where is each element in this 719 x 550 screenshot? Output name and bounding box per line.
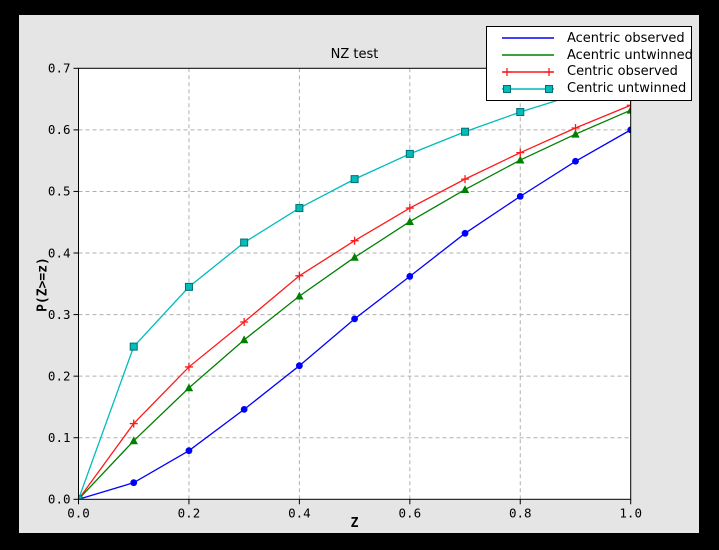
data-point-circle [295, 362, 303, 370]
figure: 0.0 0.2 0.4 0.6 0.8 1.0 0.0 0.1 0.2 0.3 0.4 0.5 0.6 0… [19, 15, 699, 533]
y-tick-label: 0.6 [48, 122, 71, 137]
y-tick-label: 0.1 [48, 430, 71, 445]
axes-frame [78, 67, 632, 500]
data-point-square [503, 84, 511, 93]
data-point-square [545, 84, 553, 93]
data-point-circle [572, 157, 579, 165]
plot-area [78, 68, 631, 500]
series-centric-untwinned [78, 74, 631, 500]
x-tick-label: 0.4 [288, 505, 311, 520]
data-point-square [129, 342, 138, 351]
y-tick-label: 0.4 [48, 245, 71, 260]
data-point-square [516, 108, 525, 117]
data-point-plus [405, 204, 414, 213]
data-point-triangle [516, 155, 525, 164]
legend-entry: Acentric observed [493, 30, 685, 47]
series-acentric-observed [78, 126, 631, 500]
data-point-square [461, 127, 470, 136]
tick-labels: 0.0 0.2 0.4 0.6 0.8 1.0 0.0 0.1 0.2 0.3 0.4 0.5 0.6 0… [48, 61, 642, 521]
data-point-triangle [571, 129, 580, 138]
data-point-plus [571, 124, 580, 133]
x-tick-label: 1.0 [619, 505, 642, 520]
data-point-circle [516, 192, 524, 200]
data-point-plus [516, 148, 525, 157]
data-point-plus [350, 236, 359, 245]
data-point-square [405, 149, 414, 158]
data-point-circle [130, 479, 138, 487]
data-point-square [240, 238, 249, 247]
data-point-triangle [460, 185, 470, 193]
data-point-plus [184, 362, 193, 371]
legend-line-sample [502, 54, 554, 56]
series-acentric-untwinned [78, 105, 631, 500]
axis-ticks [73, 67, 632, 505]
legend-entry-label: Acentric observed [567, 30, 685, 46]
y-tick-label: 0.0 [48, 492, 71, 507]
y-tick-label: 0.5 [48, 184, 71, 199]
data-point-triangle [350, 252, 359, 261]
y-tick-label: 0.7 [48, 61, 71, 76]
data-point-circle [461, 229, 469, 237]
legend-entry: Acentric untwinned [493, 47, 693, 64]
data-point-plus [240, 317, 249, 326]
data-point-plus [503, 67, 511, 76]
legend-entry-label: Centric untwinned [567, 81, 687, 97]
y-tick-label: 0.3 [48, 307, 71, 322]
data-point-triangle [129, 436, 138, 445]
data-point-triangle [295, 291, 304, 300]
legend-line-sample [502, 84, 554, 93]
data-point-square [184, 282, 193, 291]
data-point-plus [295, 271, 304, 280]
data-point-triangle [405, 217, 415, 226]
legend-line-sample [502, 67, 554, 76]
data-point-circle [351, 315, 358, 323]
data-point-triangle [626, 105, 631, 114]
x-tick-label: 0.8 [509, 505, 532, 520]
chart-title: NZ test [330, 47, 379, 62]
data-point-plus [461, 175, 470, 184]
x-axis-label: Z [350, 516, 359, 531]
data-point-square [350, 175, 359, 184]
y-axis-label: P(Z>=z) [35, 257, 51, 312]
data-point-triangle [239, 335, 249, 344]
data-point-plus [129, 419, 138, 428]
legend-entry: Centric observed [493, 64, 685, 81]
x-tick-label: 0.0 [67, 505, 90, 520]
data-point-circle [240, 406, 248, 413]
y-tick-label: 0.2 [48, 368, 71, 383]
data-point-circle [185, 447, 193, 455]
legend-line-sample [502, 37, 554, 40]
chart-plot: 0.0 0.2 0.4 0.6 0.8 1.0 0.0 0.1 0.2 0.3 0.4 0.5 0.6 0… [48, 61, 642, 521]
legend-entry-label: Acentric untwinned [567, 47, 693, 63]
data-point-circle [406, 273, 414, 280]
x-tick-label: 0.6 [399, 505, 422, 520]
legend-entry: Centric untwinned [493, 80, 687, 97]
x-tick-label: 0.2 [178, 505, 201, 520]
legend-box: Acentric observed Acentric untwinned Centr… [486, 26, 693, 101]
data-point-triangle [184, 383, 194, 392]
gridlines [78, 68, 631, 500]
data-point-square [295, 204, 304, 213]
legend-entry-label: Centric observed [567, 64, 678, 80]
data-point-plus [545, 67, 553, 76]
data-point-circle [627, 126, 631, 134]
